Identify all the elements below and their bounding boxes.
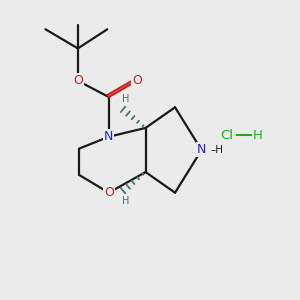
Text: H: H <box>122 94 129 104</box>
Text: O: O <box>73 74 83 87</box>
Text: Cl: Cl <box>220 129 233 142</box>
Text: H: H <box>122 196 129 206</box>
Text: O: O <box>132 74 142 87</box>
Text: N: N <box>104 130 113 143</box>
Text: –H: –H <box>211 145 224 155</box>
Text: H: H <box>253 129 262 142</box>
Text: N: N <box>197 143 206 157</box>
Text: O: O <box>104 186 114 199</box>
